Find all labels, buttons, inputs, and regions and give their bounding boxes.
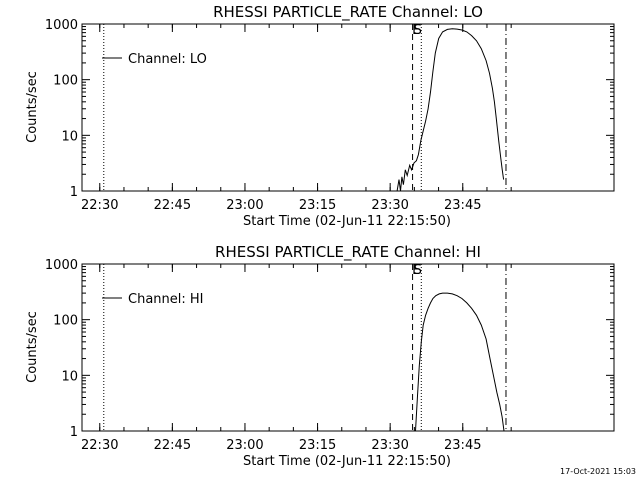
y-tick-label: 1000 (45, 258, 78, 273)
event-marker-label: E (412, 263, 420, 278)
event-marker-label: E (412, 23, 420, 38)
y-axis-lo: 1 10 100 1000 (45, 18, 614, 200)
event-markers-hi: SE (103, 263, 507, 431)
y-tick-label: 100 (53, 314, 78, 329)
y-tick-label: 10 (61, 369, 78, 384)
legend-label-hi: Channel: HI (128, 292, 204, 307)
event-markers-lo: SE (103, 23, 507, 191)
x-tick-label: 23:15 (299, 438, 336, 453)
y-tick-label: 1 (70, 425, 78, 440)
plot-frame-hi (81, 263, 615, 432)
y-tick-label: 1 (70, 185, 78, 200)
x-axis-hi: 22:30 22:45 23:00 23:15 23:30 23:45 (81, 264, 512, 453)
x-tick-label: 23:00 (226, 438, 263, 453)
y-axis-label-hi: Counts/sec (25, 311, 40, 383)
series-line-lo (396, 28, 505, 192)
x-tick-label: 22:45 (154, 198, 191, 213)
x-tick-label: 23:15 (299, 198, 336, 213)
x-axis-label-hi: Start Time (02-Jun-11 22:15:50) (243, 454, 451, 469)
x-axis-lo: 22:30 22:45 23:00 23:15 23:30 23:45 (81, 24, 512, 213)
x-tick-label: 23:45 (444, 198, 481, 213)
y-axis-label-lo: Counts/sec (25, 71, 40, 143)
render-timestamp: 17-Oct-2021 15:03 (560, 467, 636, 476)
chart-title-lo: RHESSI PARTICLE_RATE Channel: LO (213, 3, 483, 22)
x-tick-label: 22:30 (81, 438, 118, 453)
legend-label-lo: Channel: LO (128, 52, 207, 67)
plot-frame-lo (81, 23, 615, 192)
y-tick-label: 100 (53, 74, 78, 89)
x-tick-label: 23:30 (371, 198, 408, 213)
chart-title-hi: RHESSI PARTICLE_RATE Channel: HI (215, 243, 481, 262)
x-tick-label: 23:00 (226, 198, 263, 213)
x-tick-label: 22:45 (154, 438, 191, 453)
series-line-hi (415, 292, 505, 432)
chart-panel-lo: RHESSI PARTICLE_RATE Channel: LO 1101001… (25, 3, 615, 229)
event-marker-label: S (414, 23, 422, 38)
y-axis-hi: 1 10 100 1000 (45, 258, 614, 440)
x-tick-label: 23:30 (371, 438, 408, 453)
x-tick-label: 23:45 (444, 438, 481, 453)
x-axis-label-lo: Start Time (02-Jun-11 22:15:50) (243, 214, 451, 229)
y-tick-label: 10 (61, 129, 78, 144)
event-marker-label: S (414, 263, 422, 278)
chart-panel-hi: RHESSI PARTICLE_RATE Channel: HI 1101001… (25, 243, 615, 469)
y-tick-label: 1000 (45, 18, 78, 33)
x-tick-label: 22:30 (81, 198, 118, 213)
